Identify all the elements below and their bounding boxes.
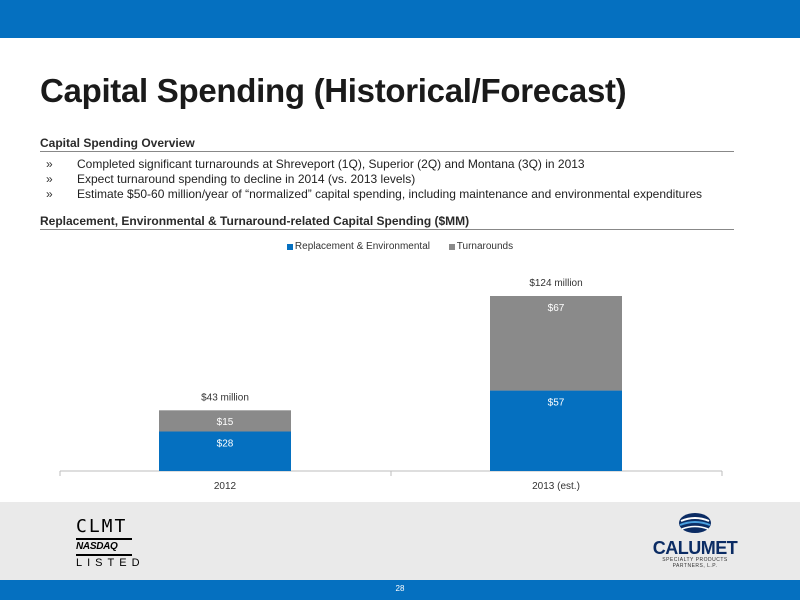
bar-data-label: $28 — [217, 438, 234, 449]
bar-segment-replacement — [159, 431, 291, 471]
legend-label: Turnarounds — [456, 241, 514, 252]
bullet-item: » Expect turnaround spending to decline i… — [40, 172, 702, 187]
bullet-item: » Estimate $50-60 million/year of “normal… — [40, 187, 702, 202]
clmt-nasdaq-logo: CLMT NASDAQ LISTED — [76, 518, 145, 570]
bar-chart: $28 $15 $43 million 2012 $57 $67 $124 million 2… — [59, 278, 723, 492]
bar-segment-turnarounds — [490, 296, 622, 391]
bullet-marker: » — [46, 187, 53, 201]
calumet-logo: CALUMET SPECIALTY PRODUCTS PARTNERS, L.P… — [650, 512, 740, 569]
page-title: Capital Spending (Historical/Forecast) — [40, 72, 627, 109]
clmt-ticker: CLMT — [76, 518, 132, 540]
legend-swatch — [286, 243, 293, 250]
legend-item-replacement: Replacement & Environmental — [286, 241, 430, 252]
chart-legend: Replacement & Environmental Turnarounds — [0, 241, 800, 253]
calumet-subtitle: SPECIALTY PRODUCTS PARTNERS, L.P. — [662, 557, 728, 569]
top-bar — [0, 0, 800, 38]
legend-label: Replacement & Environmental — [294, 241, 430, 252]
bullet-text: Estimate $50-60 million/year of “normali… — [77, 187, 703, 201]
listed-text: LISTED — [76, 557, 145, 569]
calumet-globe-icon — [679, 513, 711, 533]
page-number: 28 — [395, 584, 405, 593]
footer — [0, 502, 800, 580]
bullet-marker: » — [46, 172, 53, 186]
nasdaq-wordmark: NASDAQ — [76, 540, 132, 556]
bullet-text: Expect turnaround spending to decline in… — [77, 172, 416, 186]
calumet-wordmark: CALUMET — [652, 538, 738, 558]
bullet-text: Completed significant turnarounds at Shr… — [77, 157, 585, 171]
x-tick-label: 2013 (est.) — [532, 481, 580, 492]
bar-data-label: $15 — [217, 417, 234, 428]
bullet-marker: » — [46, 157, 53, 171]
bullet-item: » Completed significant turnarounds at Sh… — [40, 157, 702, 172]
section-heading-chart: Replacement, Environmental & Turnaround-… — [40, 214, 734, 230]
bar-segment-replacement — [490, 390, 622, 471]
legend-item-turnarounds: Turnarounds — [448, 241, 514, 252]
bar-data-label: $67 — [548, 303, 565, 314]
bullet-list: » Completed significant turnarounds at Sh… — [40, 157, 702, 202]
section-heading-overview: Capital Spending Overview — [40, 136, 734, 152]
x-tick-label: 2012 — [214, 481, 237, 492]
bar-data-label: $57 — [548, 398, 565, 409]
legend-swatch — [448, 243, 455, 250]
bar-segment-turnarounds — [159, 410, 291, 432]
bottom-bar — [0, 580, 800, 600]
bar-total-label: $43 million — [201, 392, 249, 403]
bar-total-label: $124 million — [529, 278, 582, 289]
